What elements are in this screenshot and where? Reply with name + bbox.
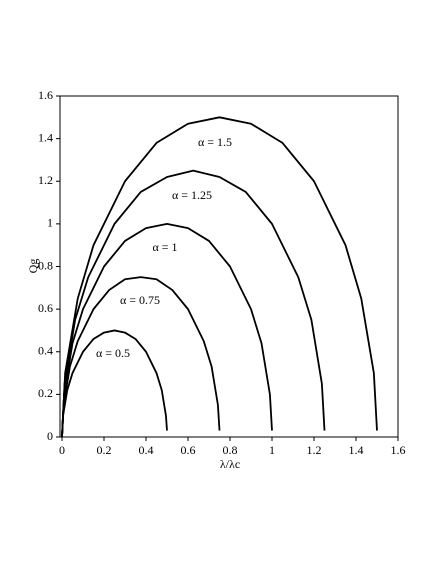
x-tick-label: 0.2 bbox=[97, 443, 112, 457]
curve bbox=[61, 329, 168, 438]
y-tick-label: 0.4 bbox=[38, 344, 53, 358]
y-tick-label: 0.6 bbox=[38, 301, 53, 315]
y-tick-label: 1.6 bbox=[38, 88, 53, 102]
x-tick-label: 1 bbox=[269, 443, 275, 457]
x-tick-label: 1.2 bbox=[307, 443, 322, 457]
x-tick-label: 0.4 bbox=[139, 443, 154, 457]
curve bbox=[61, 116, 378, 438]
x-tick-label: 0.8 bbox=[223, 443, 238, 457]
curve-label: α = 1.25 bbox=[172, 188, 212, 202]
x-tick-label: 1.4 bbox=[349, 443, 364, 457]
curve-label: α = 1.5 bbox=[198, 135, 232, 149]
y-tick-label: 1 bbox=[47, 216, 53, 230]
x-axis-label: λ/λc bbox=[220, 457, 240, 471]
curve-label: α = 0.5 bbox=[96, 346, 130, 360]
x-tick-label: 1.6 bbox=[391, 443, 406, 457]
curve bbox=[61, 169, 326, 438]
y-tick-label: 0.8 bbox=[38, 258, 53, 272]
curve-label: α = 0.75 bbox=[120, 293, 160, 307]
curve-label: α = 1 bbox=[152, 240, 177, 254]
x-tick-label: 0.6 bbox=[181, 443, 196, 457]
curve bbox=[61, 222, 273, 438]
y-tick-label: 0.2 bbox=[38, 386, 53, 400]
y-tick-label: 1.4 bbox=[38, 130, 53, 144]
y-axis-label: Qg bbox=[26, 259, 40, 274]
y-tick-label: 1.2 bbox=[38, 173, 53, 187]
curve bbox=[61, 276, 221, 438]
x-tick-label: 0 bbox=[59, 443, 65, 457]
y-tick-label: 0 bbox=[47, 429, 53, 443]
